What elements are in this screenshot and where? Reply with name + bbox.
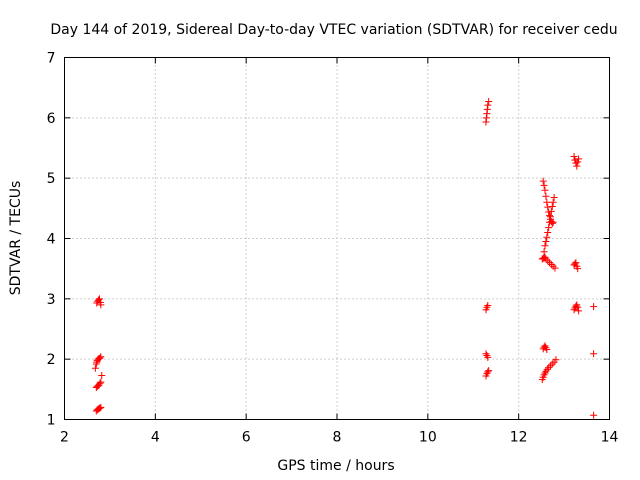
data-point-marker <box>542 238 550 246</box>
data-point-marker <box>548 360 556 368</box>
data-point-marker <box>541 186 549 194</box>
data-point-marker <box>544 228 552 236</box>
data-point-marker <box>547 260 555 268</box>
data-point-marker <box>543 233 551 241</box>
data-points <box>91 98 598 419</box>
data-point-marker <box>545 364 553 372</box>
data-point-marker <box>575 307 583 315</box>
data-point-marker <box>545 208 553 216</box>
data-point-marker <box>549 198 557 206</box>
x-tick-label: 12 <box>510 430 528 446</box>
data-point-marker <box>97 301 105 309</box>
data-point-marker <box>572 159 580 167</box>
grid <box>64 57 610 420</box>
plot-frame <box>64 57 610 420</box>
data-point-marker <box>485 367 493 375</box>
data-point-marker <box>590 411 598 419</box>
data-point-marker <box>574 303 582 311</box>
data-point-marker <box>97 378 105 386</box>
data-point-marker <box>95 295 103 303</box>
data-point-marker <box>539 177 547 185</box>
data-point-marker <box>541 253 549 261</box>
y-tick-label: 5 <box>47 171 56 187</box>
y-tick-label: 1 <box>47 413 56 429</box>
data-point-marker <box>483 370 491 378</box>
data-point-marker <box>551 264 559 272</box>
data-point-marker <box>484 301 492 309</box>
data-point-marker <box>93 299 101 307</box>
data-point-marker <box>95 355 103 363</box>
data-point-marker <box>544 203 552 211</box>
x-tick-label: 8 <box>333 430 342 446</box>
y-tick-label: 2 <box>47 352 56 368</box>
data-point-marker <box>546 212 554 220</box>
data-point-marker <box>542 255 550 263</box>
data-point-marker <box>548 203 556 211</box>
data-point-marker <box>482 350 490 358</box>
x-tick-label: 14 <box>601 430 619 446</box>
data-point-marker <box>552 356 560 364</box>
data-point-marker <box>570 306 578 314</box>
chart-title: Day 144 of 2019, Sidereal Day-to-day VTE… <box>50 22 617 38</box>
x-axis-label: GPS time / hours <box>277 458 394 474</box>
data-point-marker <box>549 218 557 226</box>
data-point-marker <box>91 364 99 372</box>
data-point-marker <box>540 181 548 189</box>
data-point-marker <box>96 404 104 412</box>
data-point-marker <box>544 257 552 265</box>
y-tick-label: 6 <box>47 111 56 127</box>
data-point-marker <box>541 242 549 250</box>
data-point-marker <box>542 192 550 200</box>
data-point-marker <box>549 262 557 270</box>
data-point-marker <box>540 254 548 262</box>
data-point-marker <box>540 248 548 256</box>
data-point-marker <box>541 369 549 377</box>
data-point-marker <box>548 219 556 227</box>
data-point-marker <box>95 405 103 413</box>
data-point-marker <box>542 367 550 375</box>
y-tick-label: 3 <box>47 292 56 308</box>
data-point-marker <box>590 303 598 311</box>
data-point-marker <box>545 224 553 232</box>
x-tick-label: 4 <box>151 430 160 446</box>
data-point-marker <box>95 381 103 389</box>
data-point-marker <box>546 362 554 370</box>
x-tick-label: 6 <box>242 430 251 446</box>
data-point-marker <box>590 350 598 358</box>
data-point-marker <box>97 353 105 361</box>
y-tick-label: 7 <box>47 51 56 67</box>
data-point-marker <box>570 152 578 160</box>
data-point-marker <box>574 158 582 166</box>
data-point-marker <box>572 259 580 267</box>
y-axis-label: SDTVAR / TECUs <box>8 181 24 296</box>
data-point-marker <box>484 368 492 376</box>
data-point-marker <box>575 155 583 163</box>
data-point-marker <box>550 193 558 201</box>
data-point-marker <box>573 162 581 170</box>
data-point-marker <box>540 371 548 379</box>
data-point-marker <box>97 403 105 411</box>
data-point-marker <box>574 265 582 273</box>
data-point-marker <box>541 342 549 350</box>
x-tick-label: 2 <box>60 430 69 446</box>
data-point-marker <box>543 346 551 354</box>
data-point-marker <box>485 98 493 106</box>
data-point-marker <box>96 354 104 362</box>
data-point-marker <box>543 198 551 206</box>
y-tick-label: 4 <box>47 232 56 248</box>
data-point-marker <box>484 353 492 361</box>
data-point-marker <box>483 303 491 311</box>
data-point-marker <box>543 365 551 373</box>
data-point-marker <box>484 101 492 109</box>
data-point-marker <box>542 344 550 352</box>
data-point-marker <box>546 259 554 267</box>
x-tick-label: 10 <box>419 430 437 446</box>
data-point-marker <box>483 352 491 360</box>
data-point-marker <box>572 302 580 310</box>
data-point-marker <box>96 379 104 387</box>
data-point-marker <box>547 218 555 226</box>
data-point-marker <box>98 371 106 379</box>
